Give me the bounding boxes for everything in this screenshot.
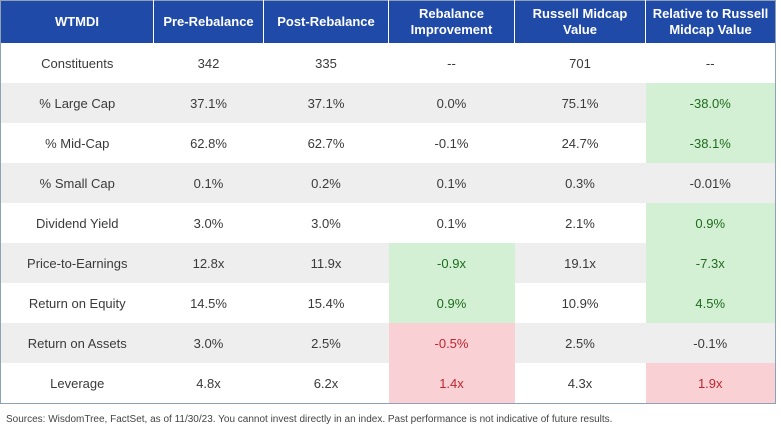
table-row: Return on Assets 3.0% 2.5% -0.5% 2.5% -0.1% [0, 323, 776, 363]
improvement-value: -0.5% [388, 323, 515, 363]
post-rebalance-value: 335 [263, 43, 389, 83]
pre-rebalance-value: 62.8% [153, 123, 264, 163]
metric-label: Price-to-Earnings [0, 243, 154, 283]
pre-rebalance-value: 3.0% [153, 203, 264, 243]
relative-value: -0.01% [645, 163, 776, 203]
improvement-value: 1.4x [388, 363, 515, 404]
pre-rebalance-value: 342 [153, 43, 264, 83]
improvement-value: 0.1% [388, 163, 515, 203]
post-rebalance-value: 0.2% [263, 163, 389, 203]
russell-value: 2.5% [514, 323, 646, 363]
relative-value: -38.1% [645, 123, 776, 163]
relative-value: -7.3x [645, 243, 776, 283]
header-row: WTMDI Pre-Rebalance Post-Rebalance Rebal… [0, 0, 776, 43]
table-row: % Small Cap 0.1% 0.2% 0.1% 0.3% -0.01% [0, 163, 776, 203]
pre-rebalance-value: 0.1% [153, 163, 264, 203]
relative-value: -38.0% [645, 83, 776, 123]
improvement-value: 0.9% [388, 283, 515, 323]
pre-rebalance-value: 14.5% [153, 283, 264, 323]
header-cell-russell-midcap-value: Russell Midcap Value [514, 0, 646, 43]
relative-value: 0.9% [645, 203, 776, 243]
metric-label: Leverage [0, 363, 154, 404]
post-rebalance-value: 3.0% [263, 203, 389, 243]
header-cell-relative-to-russell: Relative to Russell Midcap Value [645, 0, 776, 43]
metric-label: % Small Cap [0, 163, 154, 203]
metric-label: % Mid-Cap [0, 123, 154, 163]
relative-value: -0.1% [645, 323, 776, 363]
pre-rebalance-value: 3.0% [153, 323, 264, 363]
header-cell-rebalance-improvement: Rebalance Improvement [388, 0, 515, 43]
relative-value: -- [645, 43, 776, 83]
table-row: % Mid-Cap 62.8% 62.7% -0.1% 24.7% -38.1% [0, 123, 776, 163]
table-row: Constituents 342 335 -- 701 -- [0, 43, 776, 83]
post-rebalance-value: 6.2x [263, 363, 389, 404]
improvement-value: 0.0% [388, 83, 515, 123]
improvement-value: 0.1% [388, 203, 515, 243]
table-row: Leverage 4.8x 6.2x 1.4x 4.3x 1.9x [0, 363, 776, 404]
table-row: Dividend Yield 3.0% 3.0% 0.1% 2.1% 0.9% [0, 203, 776, 243]
table-row: % Large Cap 37.1% 37.1% 0.0% 75.1% -38.0% [0, 83, 776, 123]
metric-label: % Large Cap [0, 83, 154, 123]
post-rebalance-value: 15.4% [263, 283, 389, 323]
improvement-value: -- [388, 43, 515, 83]
table-row: Price-to-Earnings 12.8x 11.9x -0.9x 19.1x -7.… [0, 243, 776, 283]
pre-rebalance-value: 4.8x [153, 363, 264, 404]
russell-value: 0.3% [514, 163, 646, 203]
header-cell-post-rebalance: Post-Rebalance [263, 0, 389, 43]
table-body: Constituents 342 335 -- 701 --% Large Cap 37.1… [0, 43, 776, 404]
metric-label: Return on Equity [0, 283, 154, 323]
post-rebalance-value: 11.9x [263, 243, 389, 283]
russell-value: 701 [514, 43, 646, 83]
russell-value: 19.1x [514, 243, 646, 283]
table-row: Return on Equity 14.5% 15.4% 0.9% 10.9% 4.5% [0, 283, 776, 323]
russell-value: 2.1% [514, 203, 646, 243]
pre-rebalance-value: 37.1% [153, 83, 264, 123]
metric-label: Constituents [0, 43, 154, 83]
post-rebalance-value: 2.5% [263, 323, 389, 363]
post-rebalance-value: 62.7% [263, 123, 389, 163]
russell-value: 24.7% [514, 123, 646, 163]
pre-rebalance-value: 12.8x [153, 243, 264, 283]
russell-value: 10.9% [514, 283, 646, 323]
header-cell-index: WTMDI [0, 0, 154, 43]
russell-value: 4.3x [514, 363, 646, 404]
table-header: WTMDI Pre-Rebalance Post-Rebalance Rebal… [0, 0, 776, 43]
header-cell-pre-rebalance: Pre-Rebalance [153, 0, 264, 43]
comparison-table: WTMDI Pre-Rebalance Post-Rebalance Rebal… [0, 0, 776, 404]
relative-value: 4.5% [645, 283, 776, 323]
improvement-value: -0.1% [388, 123, 515, 163]
source-footnote: Sources: WisdomTree, FactSet, as of 11/3… [6, 414, 613, 425]
metric-label: Return on Assets [0, 323, 154, 363]
russell-value: 75.1% [514, 83, 646, 123]
metric-label: Dividend Yield [0, 203, 154, 243]
post-rebalance-value: 37.1% [263, 83, 389, 123]
improvement-value: -0.9x [388, 243, 515, 283]
relative-value: 1.9x [645, 363, 776, 404]
